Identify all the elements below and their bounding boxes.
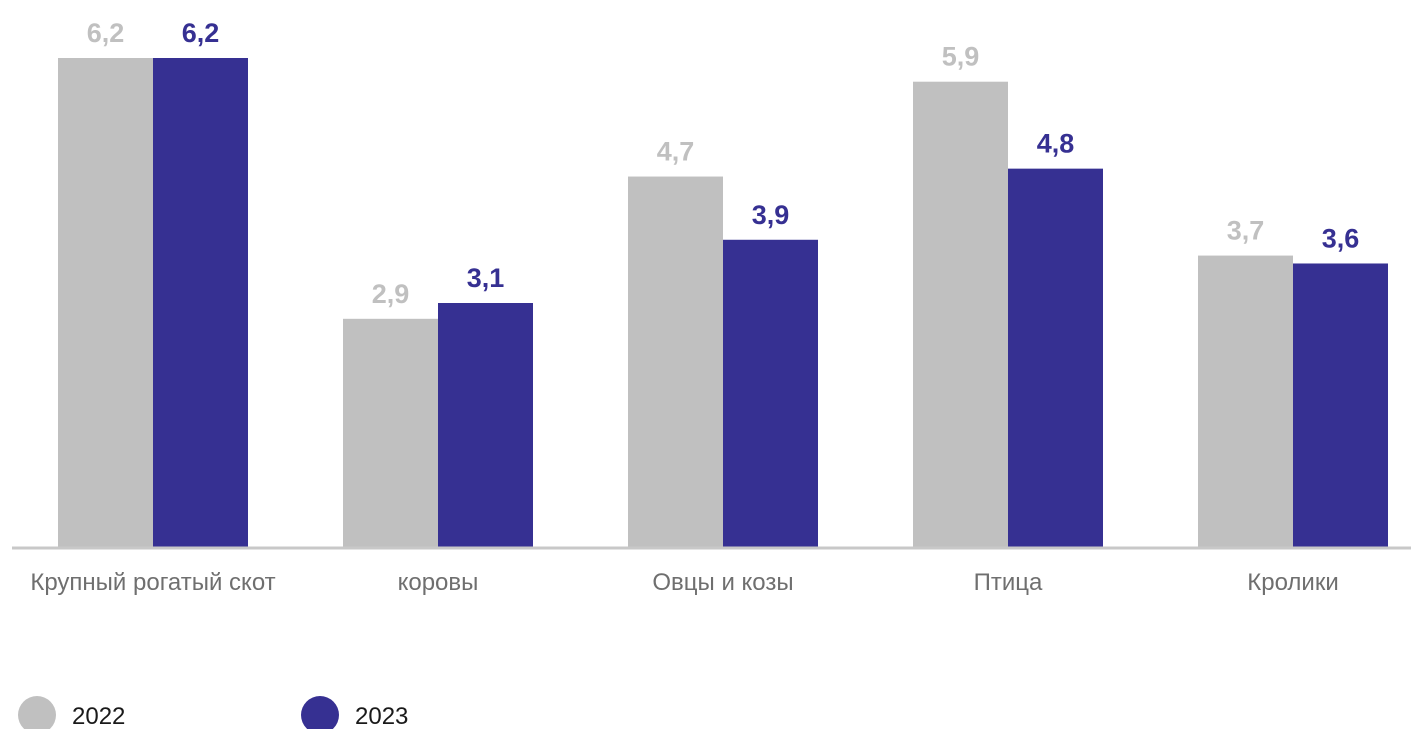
value-label-2022-0: 6,2 [87, 18, 125, 48]
value-label-2023-2: 3,9 [752, 200, 790, 230]
value-label-2022-2: 4,7 [657, 137, 695, 167]
bar-2022-2 [628, 176, 723, 548]
bar-2023-1 [438, 303, 533, 548]
legend-marker-2023 [301, 696, 339, 729]
bar-2023-2 [723, 239, 818, 548]
category-label-4: Кролики [1247, 569, 1338, 596]
category-label-0: Крупный рогатый скот [30, 569, 275, 596]
legend-label-2023: 2023 [355, 703, 408, 729]
value-label-2023-3: 4,8 [1037, 129, 1075, 159]
category-labels-layer: Крупный рогатый скот коровы Овцы и козы Пти… [30, 569, 1338, 596]
bar-2022-1 [343, 318, 438, 548]
bar-2023-0 [153, 58, 248, 548]
bars-layer [58, 58, 1388, 549]
category-label-2: Овцы и козы [652, 569, 793, 596]
bar-2023-4 [1293, 263, 1388, 548]
legend: 2022 2023 [18, 696, 408, 729]
value-label-2023-1: 3,1 [467, 263, 505, 293]
value-label-2022-3: 5,9 [942, 42, 980, 72]
bar-2022-3 [913, 81, 1008, 548]
value-label-2022-4: 3,7 [1227, 216, 1265, 246]
value-labels-layer: 6,2 6,2 2,9 3,1 4,7 3,9 5,9 4,8 3,7 3,6 [87, 18, 1360, 309]
bar-2022-4 [1198, 255, 1293, 549]
value-label-2023-4: 3,6 [1322, 223, 1360, 253]
category-label-3: Птица [974, 569, 1043, 596]
value-label-2023-0: 6,2 [182, 18, 220, 48]
category-label-1: коровы [398, 569, 479, 596]
legend-label-2022: 2022 [72, 703, 125, 729]
legend-marker-2022 [18, 696, 56, 729]
value-label-2022-1: 2,9 [372, 279, 410, 309]
bar-2023-3 [1008, 168, 1103, 549]
bar-2022-0 [58, 58, 153, 548]
